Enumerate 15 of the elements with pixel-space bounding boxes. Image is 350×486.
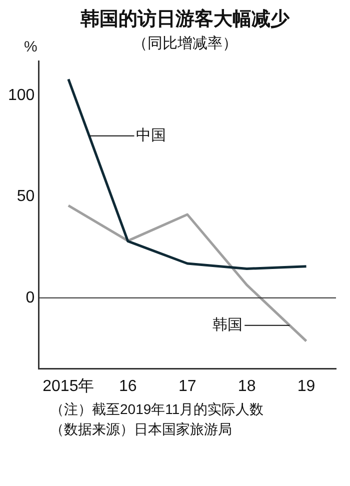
text: 中国 bbox=[136, 127, 166, 144]
y-axis-title: % bbox=[24, 38, 38, 56]
x-tick-label: 17 bbox=[178, 378, 196, 395]
x-tick-label: 19 bbox=[297, 378, 316, 395]
series-label: 韩国 bbox=[212, 316, 243, 334]
x-tick-label: 2015年 bbox=[42, 378, 94, 395]
y-tick-label: 100 bbox=[8, 86, 35, 104]
text: （数据来源）日本国家旅游局 bbox=[49, 420, 233, 439]
chart-subtitle: （同比增减率） bbox=[132, 35, 238, 52]
x-tick-label: 18 bbox=[238, 378, 256, 395]
chart-title: 韩国的访日游客大幅减少 bbox=[80, 8, 291, 32]
x-tick-label: 16 bbox=[118, 378, 137, 395]
y-tick-label: 50 bbox=[16, 188, 35, 206]
y-tick-label: 0 bbox=[26, 289, 35, 306]
text: （注）截至2019年11月的实际人数 bbox=[49, 400, 265, 419]
